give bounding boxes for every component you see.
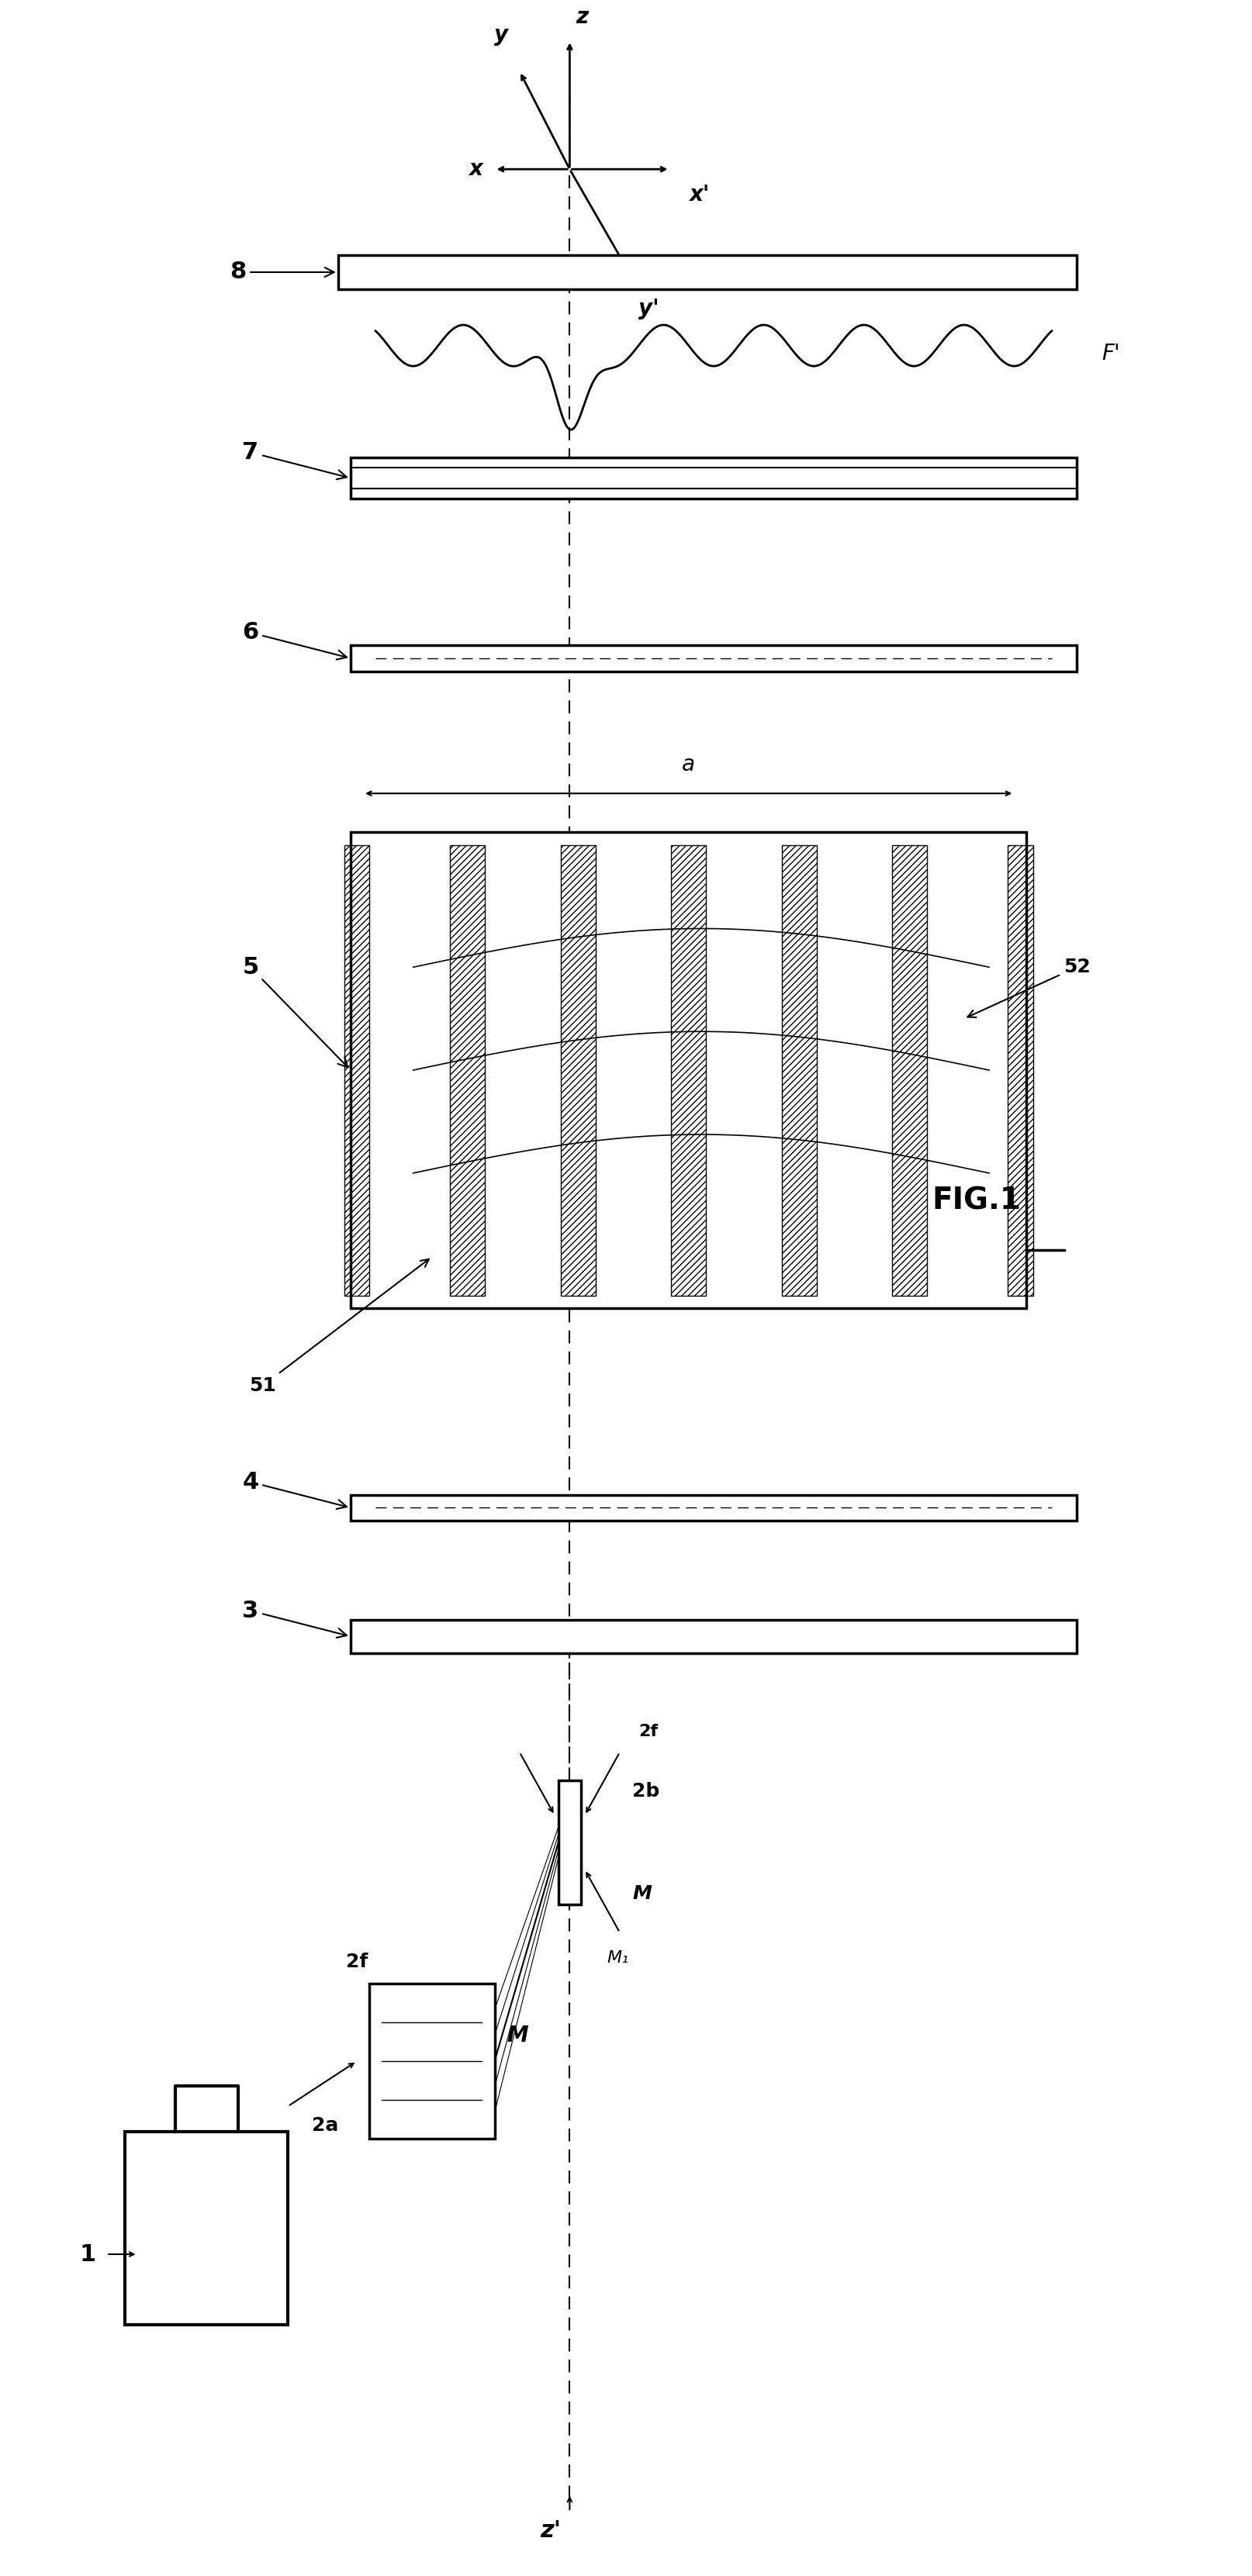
Bar xyxy=(338,255,1077,289)
Bar xyxy=(344,845,369,1296)
Bar xyxy=(369,1984,495,2138)
Text: a: a xyxy=(682,755,695,775)
Text: y': y' xyxy=(639,299,659,319)
Bar xyxy=(351,832,1027,1309)
Bar xyxy=(781,845,816,1296)
Text: 1: 1 xyxy=(79,2244,96,2264)
Bar xyxy=(125,2133,288,2326)
Text: M: M xyxy=(507,2025,528,2045)
Text: 4: 4 xyxy=(242,1471,347,1510)
Text: z: z xyxy=(576,5,588,28)
Text: x: x xyxy=(468,157,483,180)
Text: z': z' xyxy=(541,2519,561,2543)
Bar xyxy=(351,459,1077,500)
Text: F': F' xyxy=(1102,343,1121,363)
Text: 2b: 2b xyxy=(632,1783,660,1801)
Bar xyxy=(351,647,1077,672)
Text: M₁: M₁ xyxy=(607,1950,629,1965)
Text: 6: 6 xyxy=(242,621,347,659)
Text: 2f: 2f xyxy=(346,1953,368,1971)
Text: 5: 5 xyxy=(242,956,348,1066)
Text: 51: 51 xyxy=(249,1260,428,1394)
Text: 2a: 2a xyxy=(312,2117,339,2136)
Text: 3: 3 xyxy=(242,1600,347,1638)
Text: FIG.1: FIG.1 xyxy=(931,1185,1022,1216)
Text: 52: 52 xyxy=(968,958,1090,1018)
Bar xyxy=(351,1620,1077,1654)
Text: 2f: 2f xyxy=(639,1723,657,1739)
Text: M: M xyxy=(632,1886,651,1904)
Bar xyxy=(558,1780,581,1904)
Text: x': x' xyxy=(689,183,709,206)
Bar xyxy=(449,845,485,1296)
Text: 8: 8 xyxy=(229,260,334,283)
Bar xyxy=(671,845,706,1296)
Bar xyxy=(351,1494,1077,1520)
Bar xyxy=(1008,845,1033,1296)
Bar xyxy=(893,845,928,1296)
Text: 7: 7 xyxy=(242,440,347,479)
Bar xyxy=(561,845,596,1296)
Text: y: y xyxy=(493,23,508,46)
